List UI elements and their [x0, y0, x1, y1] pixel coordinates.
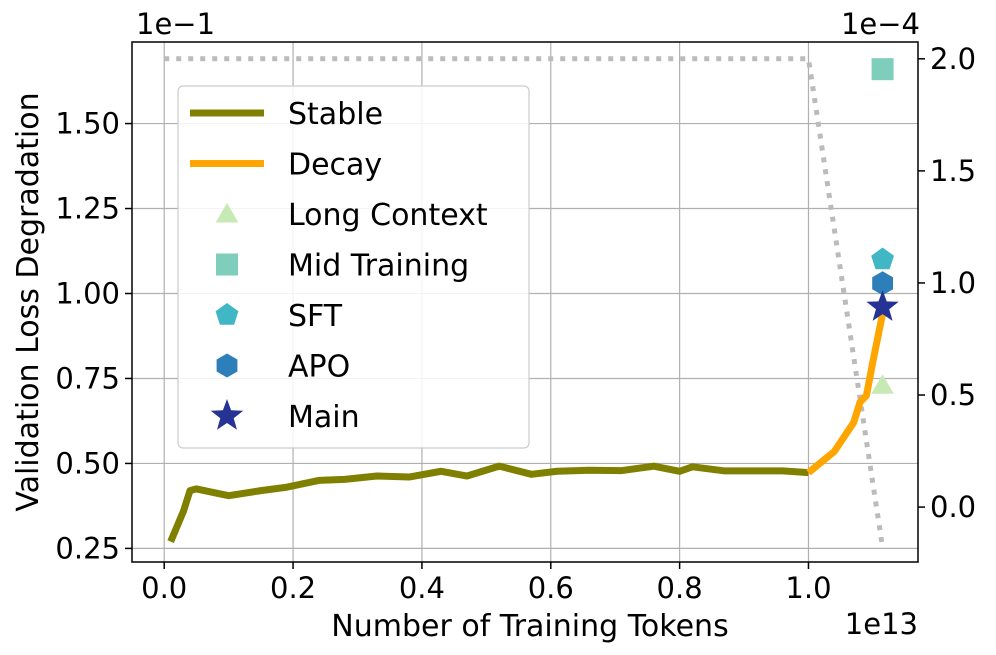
legend-label-decay: Decay — [288, 148, 382, 183]
legend: Stable Decay Long Context Mid Training SFT AP… — [177, 85, 530, 449]
x-tick-label: 1.0 — [785, 571, 831, 605]
y-tick-label: 0.50 — [55, 446, 120, 480]
x-tick-label: 0.4 — [399, 571, 445, 605]
marker-main — [866, 290, 899, 321]
y2-tick-label: 0.0 — [930, 490, 976, 524]
y-axis: 0.25 0.50 0.75 1.00 1.25 1.50 — [55, 107, 132, 565]
legend-swatch-main — [210, 399, 244, 430]
secondary-lr-schedule — [164, 56, 886, 548]
secondary-dotted-line — [164, 56, 886, 548]
legend-label-long-context: Long Context — [288, 198, 488, 233]
x-tick-label: 0.0 — [141, 571, 187, 605]
y2-tick-label: 2.0 — [930, 42, 976, 76]
y2-axis: 0.0 0.5 1.0 1.5 2.0 — [918, 42, 976, 524]
legend-box — [177, 85, 530, 449]
series-line-decay — [806, 313, 886, 476]
plot-series — [167, 58, 899, 543]
marker-mid-training — [871, 58, 894, 81]
x-tick-label: 0.8 — [657, 571, 703, 605]
y-tick-label: 0.25 — [55, 531, 120, 565]
legend-swatch-long-context — [215, 203, 239, 223]
legend-swatch-mid-training — [216, 253, 238, 276]
y2-tick-label: 0.5 — [930, 378, 976, 412]
x-tick-label: 0.6 — [528, 571, 574, 605]
legend-swatch-sft — [215, 303, 239, 325]
y-tick-label: 1.00 — [55, 277, 120, 311]
x-axis: 0.0 0.2 0.4 0.6 0.8 1.0 — [141, 562, 832, 605]
marker-apo — [872, 271, 893, 296]
x-axis-label: Number of Training Tokens — [331, 609, 728, 644]
y-axis-exponent: 1e−1 — [136, 7, 215, 41]
x-tick-label: 0.2 — [270, 571, 316, 605]
marker-sft — [871, 247, 894, 270]
legend-label-sft: SFT — [288, 299, 343, 334]
y2-axis-exponent: 1e−4 — [841, 7, 920, 41]
legend-swatch-apo — [216, 353, 238, 378]
marker-long-context — [871, 374, 894, 394]
legend-label-stable: Stable — [288, 97, 383, 132]
series-line-stable — [167, 462, 809, 543]
legend-label-main: Main — [288, 400, 360, 435]
y2-tick-label: 1.5 — [930, 154, 976, 188]
y-axis-label: Validation Loss Degradation — [11, 92, 46, 511]
y2-tick-label: 1.0 — [930, 266, 976, 300]
y-tick-label: 1.25 — [55, 192, 120, 226]
legend-label-mid-training: Mid Training — [288, 249, 469, 284]
plot-frame — [131, 41, 919, 563]
y-tick-label: 1.50 — [55, 107, 120, 141]
legend-label-apo: APO — [288, 350, 350, 385]
x-axis-exponent: 1e13 — [845, 607, 918, 641]
y-tick-label: 0.75 — [55, 361, 120, 395]
